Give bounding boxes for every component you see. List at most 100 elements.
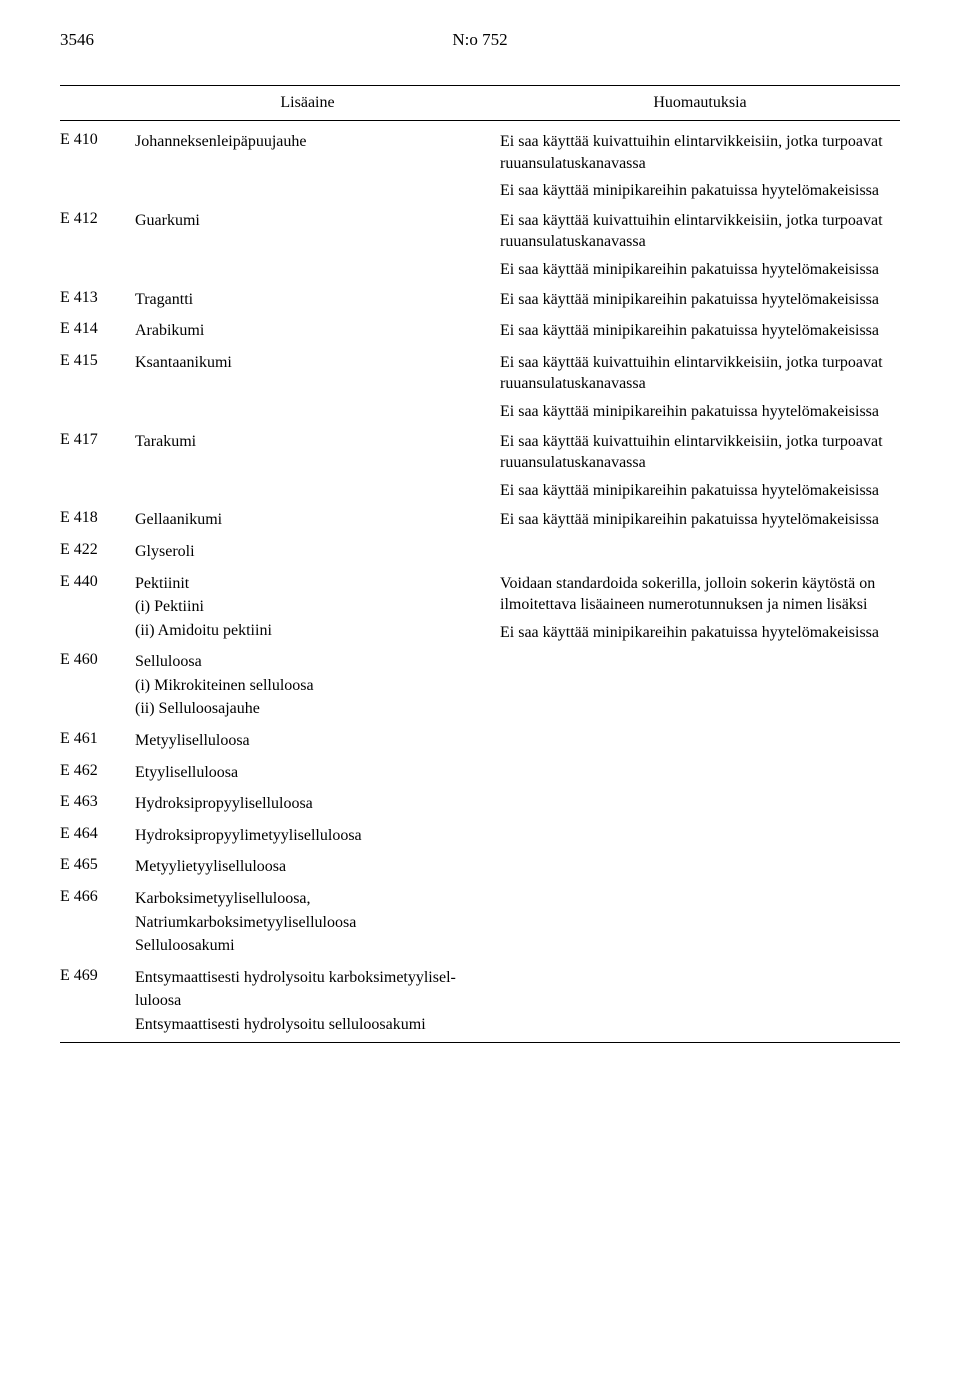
notes-paragraph: Voidaan standardoida sokerilla, jolloin … <box>500 573 900 616</box>
notes-paragraph: Ei saa käyttää minipikareihin pakatuissa… <box>500 289 900 311</box>
page-number: 3546 <box>60 30 94 49</box>
name-line: Johanneksenleipäpuujauhe <box>135 131 480 153</box>
code-cell: E 418 <box>60 505 135 537</box>
name-cell: Arabikumi <box>135 316 500 348</box>
name-line: Glyseroli <box>135 541 480 563</box>
table-header-row: Lisäaine Huomautuksia <box>60 86 900 121</box>
notes-cell: Ei saa käyttää kuivattuihin elintarvikke… <box>500 206 900 285</box>
notes-cell <box>500 821 900 853</box>
table-row: E 465Metyylietyyliselluloosa <box>60 852 900 884</box>
table-row: E 469Entsymaattisesti hydrolysoitu karbo… <box>60 963 900 1042</box>
name-line: Tarakumi <box>135 431 480 453</box>
notes-cell <box>500 852 900 884</box>
code-cell: E 410 <box>60 127 135 206</box>
notes-cell <box>500 758 900 790</box>
table-row: E 464Hydroksipropyylimetyyliselluloosa <box>60 821 900 853</box>
notes-cell <box>500 884 900 963</box>
code-cell: E 413 <box>60 285 135 317</box>
name-line: Karboksimetyyliselluloosa, <box>135 888 480 910</box>
table-row: E 417Tarakumi Ei saa käyttää kuivattuihin… <box>60 427 900 506</box>
code-cell: E 463 <box>60 789 135 821</box>
table-row: E 440Pektiinit(i) Pektiini(ii) Amidoitu … <box>60 569 900 648</box>
notes-paragraph: Ei saa käyttää minipikareihin pakatuissa… <box>500 622 900 644</box>
name-line: luloosa <box>135 990 480 1012</box>
code-cell: E 466 <box>60 884 135 963</box>
name-cell: Etyyliselluloosa <box>135 758 500 790</box>
notes-paragraph: Ei saa käyttää minipikareihin pakatuissa… <box>500 509 900 531</box>
name-line: Tragantti <box>135 289 480 311</box>
name-cell: Metyyliselluloosa <box>135 726 500 758</box>
notes-paragraph: Ei saa käyttää minipikareihin pakatuissa… <box>500 180 900 202</box>
name-line: Entsymaattisesti hydrolysoitu karboksime… <box>135 967 480 989</box>
code-cell: E 461 <box>60 726 135 758</box>
notes-paragraph: Ei saa käyttää minipikareihin pakatuissa… <box>500 401 900 423</box>
name-cell: Karboksimetyyliselluloosa,Natriumkarboks… <box>135 884 500 963</box>
name-line: Natriumkarboksimetyyliselluloosa <box>135 912 480 934</box>
notes-cell: Ei saa käyttää kuivattuihin elintarvikke… <box>500 427 900 506</box>
notes-paragraph: Ei saa käyttää minipikareihin pakatuissa… <box>500 320 900 342</box>
notes-cell: Ei saa käyttää kuivattuihin elintarvikke… <box>500 127 900 206</box>
table-row: E 413Tragantti Ei saa käyttää minipikarei… <box>60 285 900 317</box>
name-cell: Tragantti <box>135 285 500 317</box>
additives-table: Lisäaine Huomautuksia E 410Johanneksenle… <box>60 85 900 1043</box>
name-line: Guarkumi <box>135 210 480 232</box>
name-line: Hydroksipropyyliselluloosa <box>135 793 480 815</box>
table-row: E 410Johanneksenleipäpuujauhe Ei saa käyt… <box>60 127 900 206</box>
notes-paragraph: Ei saa käyttää kuivattuihin elintarvikke… <box>500 210 900 253</box>
notes-cell: Ei saa käyttää minipikareihin pakatuissa… <box>500 505 900 537</box>
code-cell: E 460 <box>60 647 135 726</box>
notes-paragraph: Ei saa käyttää minipikareihin pakatuissa… <box>500 259 900 281</box>
notes-cell: Ei saa käyttää minipikareihin pakatuissa… <box>500 316 900 348</box>
code-cell: E 422 <box>60 537 135 569</box>
notes-cell: Ei saa käyttää minipikareihin pakatuissa… <box>500 285 900 317</box>
table-row: E 466Karboksimetyyliselluloosa,Natriumka… <box>60 884 900 963</box>
code-cell: E 469 <box>60 963 135 1042</box>
name-line: Pektiinit <box>135 573 480 595</box>
name-line: Entsymaattisesti hydrolysoitu selluloosa… <box>135 1014 480 1036</box>
name-cell: Guarkumi <box>135 206 500 285</box>
notes-cell: Ei saa käyttää kuivattuihin elintarvikke… <box>500 348 900 427</box>
table-row: E 418GellaanikumiEi saa käyttää minipika… <box>60 505 900 537</box>
name-line: Etyyliselluloosa <box>135 762 480 784</box>
table-row: E 422Glyseroli <box>60 537 900 569</box>
table-body: E 410Johanneksenleipäpuujauhe Ei saa käyt… <box>60 121 900 1042</box>
name-cell: Hydroksipropyyliselluloosa <box>135 789 500 821</box>
name-cell: Glyseroli <box>135 537 500 569</box>
name-cell: Metyylietyyliselluloosa <box>135 852 500 884</box>
name-line: (ii) Selluloosajauhe <box>135 698 480 720</box>
header-code-cell <box>60 94 135 112</box>
code-cell: E 417 <box>60 427 135 506</box>
name-cell: Selluloosa(i) Mikrokiteinen selluloosa(i… <box>135 647 500 726</box>
page-header: 3546 N:o 752 <box>60 30 900 50</box>
header-name-cell: Lisäaine <box>135 94 500 112</box>
table-row: E 414Arabikumi Ei saa käyttää minipikarei… <box>60 316 900 348</box>
code-cell: E 412 <box>60 206 135 285</box>
code-cell: E 464 <box>60 821 135 853</box>
notes-paragraph: Ei saa käyttää kuivattuihin elintarvikke… <box>500 352 900 395</box>
name-cell: Hydroksipropyylimetyyliselluloosa <box>135 821 500 853</box>
name-cell: Tarakumi <box>135 427 500 506</box>
table-row: E 412Guarkumi Ei saa käyttää kuivattuihin… <box>60 206 900 285</box>
notes-cell <box>500 726 900 758</box>
name-line: (i) Mikrokiteinen selluloosa <box>135 675 480 697</box>
name-line: Ksantaanikumi <box>135 352 480 374</box>
code-cell: E 440 <box>60 569 135 648</box>
name-cell: Pektiinit(i) Pektiini(ii) Amidoitu pekti… <box>135 569 500 648</box>
table-row: E 462Etyyliselluloosa <box>60 758 900 790</box>
name-line: Metyyliselluloosa <box>135 730 480 752</box>
code-cell: E 465 <box>60 852 135 884</box>
name-line: Arabikumi <box>135 320 480 342</box>
name-cell: Ksantaanikumi <box>135 348 500 427</box>
notes-cell: Voidaan standardoida sokerilla, jolloin … <box>500 569 900 648</box>
table-row: E 460Selluloosa(i) Mikrokiteinen sellulo… <box>60 647 900 726</box>
name-line: Hydroksipropyylimetyyliselluloosa <box>135 825 480 847</box>
notes-cell <box>500 963 900 1042</box>
code-cell: E 462 <box>60 758 135 790</box>
notes-cell <box>500 537 900 569</box>
code-cell: E 414 <box>60 316 135 348</box>
code-cell: E 415 <box>60 348 135 427</box>
name-line: Metyylietyyliselluloosa <box>135 856 480 878</box>
name-line: (ii) Amidoitu pektiini <box>135 620 480 642</box>
name-cell: Entsymaattisesti hydrolysoitu karboksime… <box>135 963 500 1042</box>
header-notes-cell: Huomautuksia <box>500 94 900 112</box>
